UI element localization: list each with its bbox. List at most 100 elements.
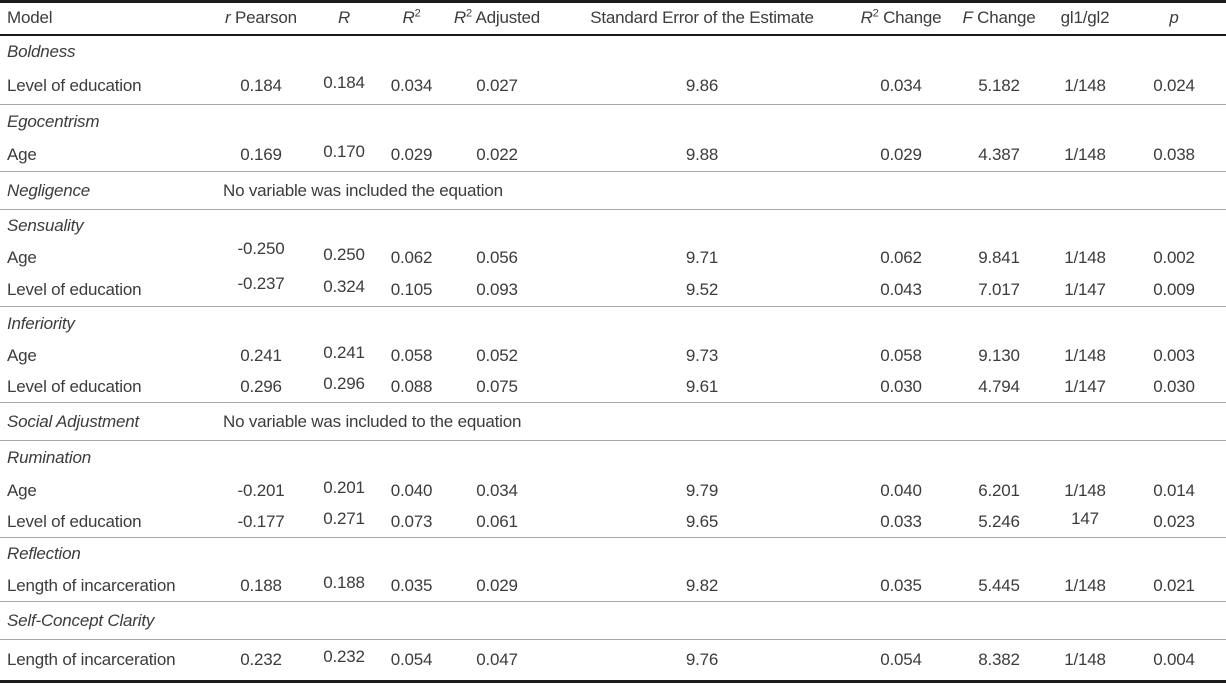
- col-header-R2-adjusted: R2 Adjusted: [442, 2, 552, 35]
- col-header-R2: R2: [381, 2, 442, 35]
- cell-gl: 1/148: [1064, 575, 1106, 595]
- cell-R2-change: 0.029: [880, 144, 922, 164]
- table-row: Level of education -0.177 0.271 0.073 0.…: [0, 507, 1226, 538]
- cell-p: 0.030: [1153, 376, 1195, 396]
- cell-R2-adjusted: 0.022: [476, 144, 518, 164]
- cell-predictor: Level of education: [7, 76, 142, 96]
- section-name: Sensuality: [7, 216, 84, 236]
- cell-R2-change: 0.054: [880, 650, 922, 669]
- cell-std-error: 9.52: [685, 279, 719, 299]
- cell-R2-adjusted: 0.061: [476, 511, 518, 531]
- section-header-row: Self-Concept Clarity: [0, 601, 1226, 640]
- header-row: Model r Pearson R R2 R2 Adjusted Standar…: [0, 2, 1226, 35]
- header-italic-part: R: [860, 8, 873, 28]
- table-row: Age -0.250 0.250 0.062 0.056 9.71 0.062 …: [0, 239, 1226, 274]
- cell-predictor: Level of education: [7, 279, 142, 299]
- cell-std-error: 9.71: [685, 248, 719, 267]
- cell-r-pearson: 0.184: [240, 76, 282, 96]
- cell-predictor: Level of education: [7, 511, 142, 531]
- cell-predictor: Age: [7, 248, 37, 267]
- section-header-row: Inferiority: [0, 306, 1226, 341]
- col-header-std-error: Standard Error of the Estimate: [552, 2, 852, 35]
- cell-r-pearson: 0.232: [240, 650, 282, 669]
- cell-gl: 1/148: [1064, 248, 1106, 267]
- header-text: Adjusted: [471, 8, 541, 28]
- cell-R: 0.170: [323, 141, 365, 161]
- cell-R2-change: 0.034: [880, 76, 922, 96]
- cell-R2-adjusted: 0.034: [476, 480, 518, 500]
- cell-r-pearson: -0.201: [237, 480, 285, 500]
- cell-R2-change: 0.040: [880, 480, 922, 500]
- cell-r-pearson: 0.241: [240, 346, 282, 365]
- cell-R2: 0.088: [390, 376, 433, 396]
- cell-R: 0.184: [323, 73, 365, 93]
- cell-r-pearson: -0.177: [237, 511, 285, 531]
- cell-R: 0.324: [323, 276, 365, 296]
- cell-R: 0.232: [323, 647, 365, 666]
- cell-R2-adjusted: 0.029: [476, 575, 518, 595]
- cell-R2-change: 0.062: [880, 248, 922, 267]
- cell-R2-adjusted: 0.075: [476, 376, 518, 396]
- section-header-row: Reflection: [0, 537, 1226, 571]
- cell-R2: 0.035: [390, 575, 433, 595]
- cell-R2: 0.058: [390, 346, 433, 365]
- cell-std-error: 9.61: [685, 376, 719, 396]
- cell-gl: 1/148: [1064, 144, 1106, 164]
- section-name: Egocentrism: [7, 111, 100, 131]
- cell-R2: 0.040: [390, 480, 433, 500]
- cell-r-pearson: 0.296: [240, 376, 282, 396]
- header-italic-part: R: [337, 8, 351, 28]
- table-body: Boldness Level of education 0.184 0.184 …: [0, 35, 1226, 682]
- cell-F-change: 4.387: [978, 144, 1020, 164]
- header-italic-part: R: [402, 8, 415, 28]
- cell-F-change: 9.130: [978, 346, 1020, 365]
- cell-gl: 1/148: [1064, 650, 1106, 669]
- section-name: Self-Concept Clarity: [7, 610, 155, 630]
- cell-gl: 1/147: [1064, 376, 1106, 396]
- cell-R2: 0.029: [390, 144, 433, 164]
- cell-r-pearson: 0.169: [240, 144, 282, 164]
- cell-R: 0.201: [323, 477, 365, 497]
- col-header-model: Model: [0, 2, 215, 35]
- cell-R2-adjusted: 0.093: [476, 279, 518, 299]
- section-header-row: Boldness: [0, 35, 1226, 69]
- header-text: gl1/gl2: [1060, 8, 1110, 28]
- cell-r-pearson: 0.188: [240, 575, 282, 595]
- cell-F-change: 7.017: [978, 279, 1020, 299]
- header-text: Standard Error of the Estimate: [590, 8, 814, 28]
- cell-R2: 0.054: [390, 650, 433, 669]
- header-text: Change: [878, 8, 942, 28]
- cell-F-change: 9.841: [978, 248, 1020, 267]
- cell-predictor: Length of incarceration: [7, 575, 176, 595]
- cell-std-error: 9.88: [685, 144, 719, 164]
- cell-F-change: 5.445: [978, 575, 1020, 595]
- header-text: Change: [972, 8, 1036, 28]
- col-header-R: R: [307, 2, 381, 35]
- header-text: Model: [7, 8, 53, 28]
- cell-R: 0.241: [323, 343, 365, 362]
- cell-p: 0.038: [1153, 144, 1195, 164]
- cell-R2: 0.105: [390, 279, 433, 299]
- cell-R: 0.296: [323, 373, 365, 393]
- section-header-row: Sensuality: [0, 209, 1226, 243]
- section-header-row: Negligence No variable was included the …: [0, 171, 1226, 210]
- section-name: Negligence: [7, 180, 91, 200]
- cell-predictor: Age: [7, 144, 37, 164]
- cell-F-change: 5.182: [978, 76, 1020, 96]
- cell-predictor: Level of education: [7, 376, 142, 396]
- table-row: Length of incarceration 0.232 0.232 0.05…: [0, 639, 1226, 682]
- cell-gl: 1/148: [1064, 76, 1106, 96]
- table-row: Level of education -0.237 0.324 0.105 0.…: [0, 274, 1226, 307]
- empty-cells: [215, 210, 1226, 243]
- cell-gl: 1/148: [1064, 480, 1106, 500]
- cell-p: 0.004: [1153, 650, 1195, 669]
- cell-p: 0.002: [1153, 248, 1195, 267]
- cell-R2-change: 0.043: [880, 279, 922, 299]
- empty-cells: [215, 35, 1226, 69]
- section-header-row: Egocentrism: [0, 104, 1226, 139]
- section-header-row: Rumination: [0, 440, 1226, 475]
- header-superscript: 2: [466, 7, 472, 20]
- cell-R2: 0.062: [390, 248, 433, 267]
- cell-R2-adjusted: 0.056: [476, 248, 518, 267]
